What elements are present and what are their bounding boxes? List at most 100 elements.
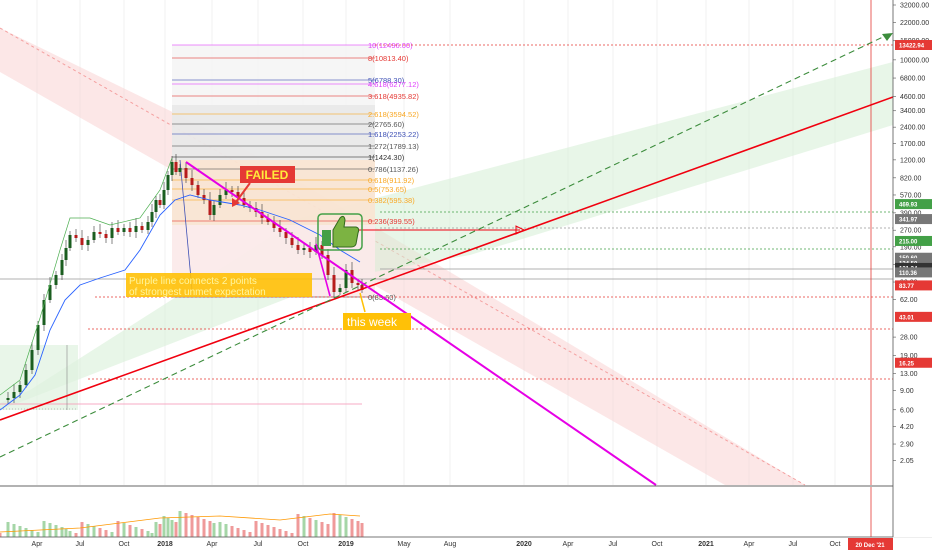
price-tag-bg bbox=[895, 252, 932, 263]
volume-bar bbox=[350, 519, 354, 537]
volume-bar bbox=[170, 520, 174, 537]
volume-bar bbox=[178, 511, 182, 537]
volume-bar bbox=[64, 529, 68, 537]
candle-body bbox=[326, 255, 330, 275]
fib-level-label: 0.618(911.92) bbox=[368, 176, 415, 185]
fib-level-label: 8(10813.40) bbox=[368, 54, 409, 63]
red-trendline bbox=[0, 96, 894, 421]
y-tick-label: 6800.00 bbox=[900, 76, 925, 83]
candle-body bbox=[158, 200, 162, 205]
candle-body bbox=[272, 222, 276, 228]
volume-bar bbox=[158, 524, 162, 537]
candle-body bbox=[218, 195, 222, 205]
thumbs-up-icon bbox=[317, 213, 363, 251]
candle-body bbox=[284, 232, 288, 238]
candle-body bbox=[202, 195, 206, 200]
green-dashed-trendline bbox=[0, 35, 886, 458]
volume-bar bbox=[104, 530, 108, 537]
volume-bar bbox=[48, 523, 52, 537]
y-tick-label: 820.00 bbox=[900, 175, 922, 182]
candle-body bbox=[146, 222, 150, 230]
y-tick-label: 22000.00 bbox=[900, 20, 929, 27]
ascending-channel bbox=[0, 62, 893, 410]
y-tick-label: 6.00 bbox=[900, 407, 914, 414]
volume-bar bbox=[110, 532, 114, 537]
volume-bar bbox=[272, 527, 276, 537]
candle-body bbox=[6, 398, 10, 400]
candle-body bbox=[42, 300, 46, 325]
volume-bar bbox=[92, 526, 96, 537]
volume-bar bbox=[36, 532, 40, 537]
purple-trendline bbox=[185, 161, 657, 486]
candle-body bbox=[18, 385, 22, 392]
volume-bar bbox=[296, 514, 300, 537]
volume-bar bbox=[80, 522, 84, 537]
y-tick-label: 3400.00 bbox=[900, 108, 925, 115]
volume-bar bbox=[74, 533, 78, 537]
candle-body bbox=[266, 218, 270, 222]
candle-body bbox=[36, 325, 40, 350]
y-tick-label: 2400.00 bbox=[900, 125, 925, 132]
this-week-bg bbox=[343, 313, 411, 330]
fib-level-label: 5(6788.30) bbox=[368, 76, 405, 85]
volume-bar bbox=[60, 527, 64, 537]
volume-bar bbox=[166, 518, 170, 537]
date-tag: 20 Dec '21 bbox=[855, 543, 885, 549]
volume-bar bbox=[68, 531, 72, 537]
candle-body bbox=[92, 232, 96, 240]
candle-body bbox=[30, 350, 34, 370]
x-tick-label: 2020 bbox=[516, 541, 532, 548]
candle-body bbox=[154, 200, 158, 212]
candle-body bbox=[174, 162, 178, 172]
volume-bar bbox=[344, 517, 348, 537]
x-tick-label: Oct bbox=[298, 541, 309, 548]
fib-level-label: 1(1424.30) bbox=[368, 153, 405, 162]
volume-bar bbox=[86, 524, 90, 537]
x-tick-label: Oct bbox=[830, 541, 841, 548]
purple-note-line2: of strongest unmet expectation bbox=[129, 287, 266, 298]
x-tick-label: Jul bbox=[254, 541, 263, 548]
y-tick-label: 19.00 bbox=[900, 353, 918, 360]
fib-level-label: 0.382(595.38) bbox=[368, 196, 415, 205]
candle-body bbox=[184, 168, 188, 178]
volume-bar bbox=[338, 515, 342, 537]
y-tick-label: 62.00 bbox=[900, 297, 918, 304]
time-axis[interactable]: Apr Jul Oct 2018 Apr Jul Oct 2019 May Aug 2020 Apr J… bbox=[0, 536, 893, 550]
volume-bar bbox=[184, 513, 188, 537]
candle-body bbox=[150, 212, 154, 222]
x-tick-label: Aug bbox=[444, 541, 457, 548]
candle-body bbox=[54, 275, 58, 285]
purple-segment bbox=[315, 243, 331, 297]
candle-body bbox=[278, 228, 282, 232]
y-tick-label: 32000.00 bbox=[900, 3, 929, 10]
price-tag: 83.77 bbox=[899, 284, 915, 290]
volume-bar bbox=[0, 533, 2, 537]
price-axis[interactable]: 32000.0022000.0015000.0010000.006800.004… bbox=[892, 0, 932, 537]
candle-body bbox=[60, 260, 64, 275]
x-tick-label: 2021 bbox=[698, 541, 714, 548]
volume-bar bbox=[174, 522, 178, 537]
candle-body bbox=[24, 370, 28, 385]
price-tag-bg bbox=[895, 199, 932, 210]
candle-body bbox=[80, 238, 84, 245]
price-tag-bg bbox=[895, 214, 932, 225]
failed-arrow-head bbox=[232, 198, 240, 207]
candle-body bbox=[74, 235, 78, 238]
volume-bar bbox=[12, 524, 16, 537]
candle-body bbox=[140, 226, 144, 230]
volume-bar bbox=[360, 523, 364, 537]
candle-body bbox=[178, 168, 182, 172]
volume-bar bbox=[196, 517, 200, 537]
volume-bar bbox=[150, 533, 154, 537]
y-tick-label: 4.20 bbox=[900, 424, 914, 431]
volume-bar bbox=[98, 528, 102, 537]
candle-body bbox=[110, 228, 114, 238]
fib-level-label: 1.618(2253.22) bbox=[368, 130, 419, 139]
candle-body bbox=[162, 190, 166, 205]
volume-bar bbox=[202, 519, 206, 537]
early-box bbox=[0, 345, 78, 410]
moving-average-line bbox=[0, 194, 361, 411]
candle-body bbox=[98, 232, 102, 234]
